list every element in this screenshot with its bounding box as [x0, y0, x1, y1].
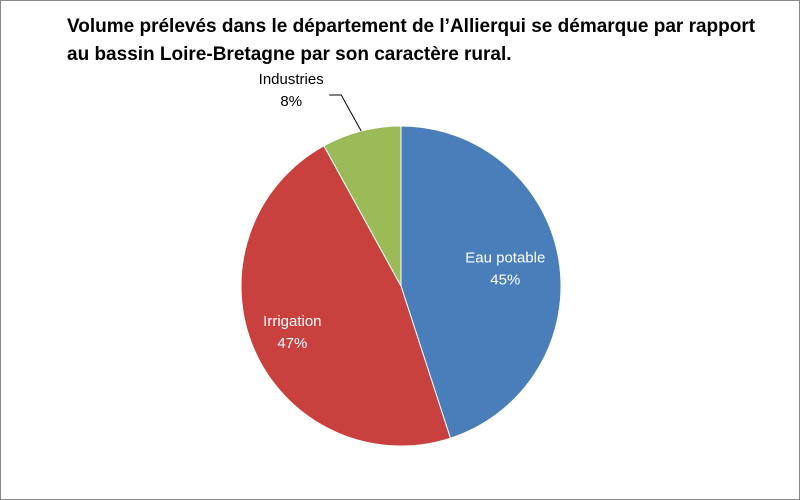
- data-label-value: 45%: [490, 271, 520, 288]
- data-label-name: Irrigation: [263, 313, 321, 330]
- chart-title: Volume prélevés dans le département de l…: [67, 16, 756, 65]
- data-label-value: 8%: [280, 93, 302, 110]
- data-label-value: 47%: [277, 335, 307, 352]
- data-label-name: Eau potable: [465, 249, 545, 266]
- pie-slice: [400, 125, 562, 439]
- pie-slice: [240, 145, 452, 447]
- data-label-name: Industries: [259, 71, 324, 88]
- leader-line: [329, 94, 362, 132]
